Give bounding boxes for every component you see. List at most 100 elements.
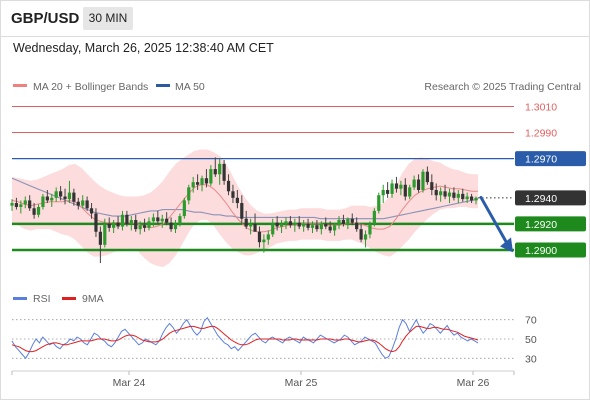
chart-datetime: Wednesday, March 26, 2025 12:38:40 AM CE…: [13, 41, 274, 55]
candle: [231, 184, 235, 204]
candle: [332, 222, 337, 236]
candle-body: [350, 218, 354, 223]
candle: [120, 210, 125, 231]
candle-body: [412, 179, 416, 188]
candle: [306, 218, 310, 231]
candle: [412, 175, 416, 190]
candle-body: [19, 204, 23, 207]
candle-body: [240, 203, 244, 219]
candle: [341, 214, 346, 227]
candle-body: [218, 163, 222, 175]
candle: [182, 197, 186, 219]
candle-body: [103, 223, 107, 245]
ma50-legend-label: MA 50: [175, 81, 205, 93]
rsi-level-label-30: 30: [525, 353, 537, 365]
candle: [443, 184, 447, 200]
time-tick-label: Mar 26: [457, 377, 490, 389]
candle: [50, 193, 54, 207]
candle: [200, 175, 204, 192]
candle: [89, 203, 94, 219]
candle: [85, 196, 89, 211]
candle-body: [165, 218, 169, 223]
level-tag-1.2920: [515, 216, 586, 232]
candle: [262, 234, 266, 253]
candle-body: [125, 214, 129, 224]
candle: [310, 221, 315, 234]
candle: [94, 208, 98, 237]
candle-body: [386, 189, 390, 194]
candle-body: [142, 225, 147, 228]
candle: [235, 189, 239, 209]
level-tag-1.2900: [515, 242, 586, 258]
candle-body: [45, 196, 49, 201]
candle: [439, 187, 443, 202]
candle: [23, 196, 27, 209]
candle-body: [288, 221, 292, 226]
time-axis: Mar 24 Mar 25 Mar 26: [11, 370, 515, 389]
candle: [249, 218, 253, 235]
time-tick-label: Mar 24: [113, 377, 146, 389]
candle-body: [41, 196, 45, 207]
level-tag-1.2970: [515, 151, 586, 167]
candle-body: [310, 225, 315, 228]
candle: [293, 218, 297, 232]
candle-body: [28, 200, 32, 209]
candle: [284, 217, 288, 230]
candle: [474, 196, 478, 205]
candle: [390, 179, 394, 198]
candle-body: [275, 222, 279, 227]
candle-body: [306, 223, 310, 228]
candle-body: [416, 179, 421, 190]
rsi-legend: RSI 9MA: [13, 293, 104, 305]
candle-body: [271, 222, 275, 235]
candle-body: [196, 182, 200, 185]
main-legend: MA 20 + Bollinger Bands MA 50 Research ©…: [13, 81, 581, 93]
candle-body: [187, 187, 191, 201]
candle-body: [324, 223, 328, 227]
candle-body: [284, 221, 288, 224]
candle: [59, 186, 63, 201]
timeframe-badge[interactable]: 30 MIN: [83, 7, 133, 30]
candle-body: [76, 201, 80, 206]
candle: [469, 193, 474, 204]
candle: [54, 187, 58, 202]
candle-body: [465, 196, 469, 200]
candle-body: [332, 225, 337, 231]
rsi-level-label-50: 50: [525, 334, 537, 346]
candle-body: [36, 206, 41, 215]
candle-body: [178, 216, 182, 224]
candle: [240, 195, 244, 224]
candle: [350, 213, 354, 226]
candle: [363, 230, 368, 248]
candle: [173, 220, 178, 234]
candle: [45, 189, 49, 204]
candle-body: [297, 222, 301, 227]
candle-body: [337, 220, 341, 226]
candle: [275, 216, 279, 231]
candle: [421, 169, 425, 193]
candle-body: [169, 222, 173, 230]
candle: [328, 221, 332, 234]
candle-body: [226, 180, 231, 192]
research-credit[interactable]: Research © 2025 Trading Central: [424, 81, 581, 93]
candle-body: [279, 223, 284, 227]
candle-body: [191, 182, 195, 188]
level-label-1.2920: 1.2920: [525, 219, 557, 231]
candle-body: [430, 182, 434, 190]
candle-body: [222, 163, 226, 181]
candle: [257, 226, 262, 248]
candle: [456, 189, 460, 204]
candle: [103, 218, 107, 248]
candle-body: [107, 223, 111, 228]
candle: [297, 216, 301, 230]
candle: [416, 174, 421, 193]
candle-body: [72, 192, 76, 202]
candle: [72, 188, 76, 206]
candle: [218, 158, 222, 185]
candle: [279, 220, 284, 234]
candle: [209, 165, 213, 187]
candle-body: [266, 234, 270, 240]
candle-body: [425, 171, 429, 183]
candle-body: [32, 208, 36, 215]
candle: [169, 217, 173, 232]
